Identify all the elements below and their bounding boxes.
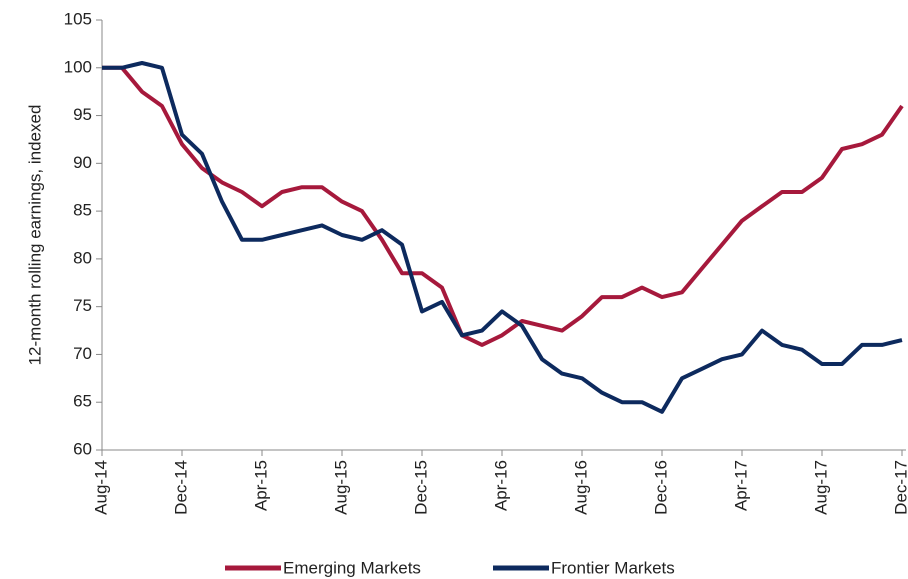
x-tick-label: Dec-14 — [171, 460, 190, 515]
y-tick-label: 65 — [73, 392, 92, 411]
y-tick-label: 70 — [73, 344, 92, 363]
x-tick-label: Dec-15 — [411, 460, 430, 515]
y-tick-label: 90 — [73, 153, 92, 172]
y-tick-label: 85 — [73, 201, 92, 220]
legend-label: Emerging Markets — [283, 558, 421, 577]
x-tick-label: Apr-15 — [251, 460, 270, 511]
series-line — [102, 65, 904, 347]
x-tick-label: Aug-15 — [331, 460, 350, 515]
y-tick-label: 95 — [73, 105, 92, 124]
series-line — [102, 61, 903, 414]
x-tick-label: Aug-16 — [571, 460, 590, 515]
legend-label: Frontier Markets — [551, 558, 675, 577]
y-tick-label: 105 — [64, 9, 92, 28]
x-tick-label: Dec-17 — [891, 460, 908, 515]
y-tick-label: 80 — [73, 248, 92, 267]
x-tick-label: Apr-17 — [731, 460, 750, 511]
y-axis-label: 12-month rolling earnings, indexed — [25, 105, 44, 366]
x-tick-label: Apr-16 — [491, 460, 510, 511]
y-tick-label: 100 — [64, 57, 92, 76]
y-tick-label: 60 — [73, 439, 92, 458]
y-tick-label: 75 — [73, 296, 92, 315]
x-tick-label: Dec-16 — [651, 460, 670, 515]
x-tick-label: Aug-17 — [811, 460, 830, 515]
x-tick-label: Aug-14 — [91, 460, 110, 515]
